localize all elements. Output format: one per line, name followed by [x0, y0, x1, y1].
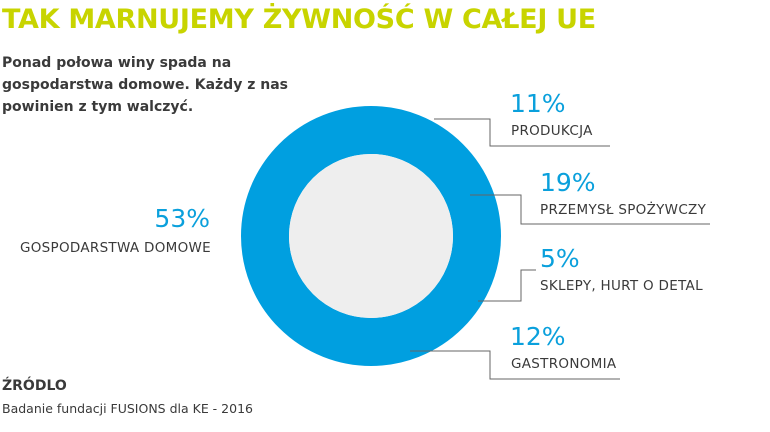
slice-label-production: PRODUKCJA	[511, 123, 593, 139]
slice-value-retail: 5%	[540, 244, 580, 273]
source-text: Badanie fundacji FUSIONS dla KE - 2016	[2, 401, 253, 416]
leader-line-retail	[478, 269, 536, 302]
source-title: ŹRÓDLO	[2, 378, 67, 394]
slice-value-production: 11%	[510, 89, 566, 118]
leader-line-food-industry	[470, 194, 710, 225]
page-subtitle: Ponad połowa winy spada na gospodarstwa …	[2, 55, 288, 115]
slice-label-gastronomy: GASTRONOMIA	[511, 356, 617, 372]
donut-ring	[241, 106, 501, 366]
leader-line-gastronomy	[410, 350, 620, 380]
slice-value-household: 53%	[154, 204, 210, 233]
leader-line-production	[434, 118, 610, 147]
slice-label-food-industry: PRZEMYSŁ SPOŻYWCZY	[540, 202, 707, 218]
leader-lines	[410, 118, 710, 380]
slice-label-household: GOSPODARSTWA DOMOWE	[19, 240, 211, 256]
page-title: TAK MARNUJEMY ŻYWNOŚĆ W CAŁEJ UE	[2, 4, 596, 35]
slice-value-food-industry: 19%	[540, 168, 596, 197]
donut-center	[289, 154, 453, 318]
slice-value-gastronomy: 12%	[510, 322, 566, 351]
slice-label-retail: SKLEPY, HURT O DETAL	[540, 278, 703, 294]
